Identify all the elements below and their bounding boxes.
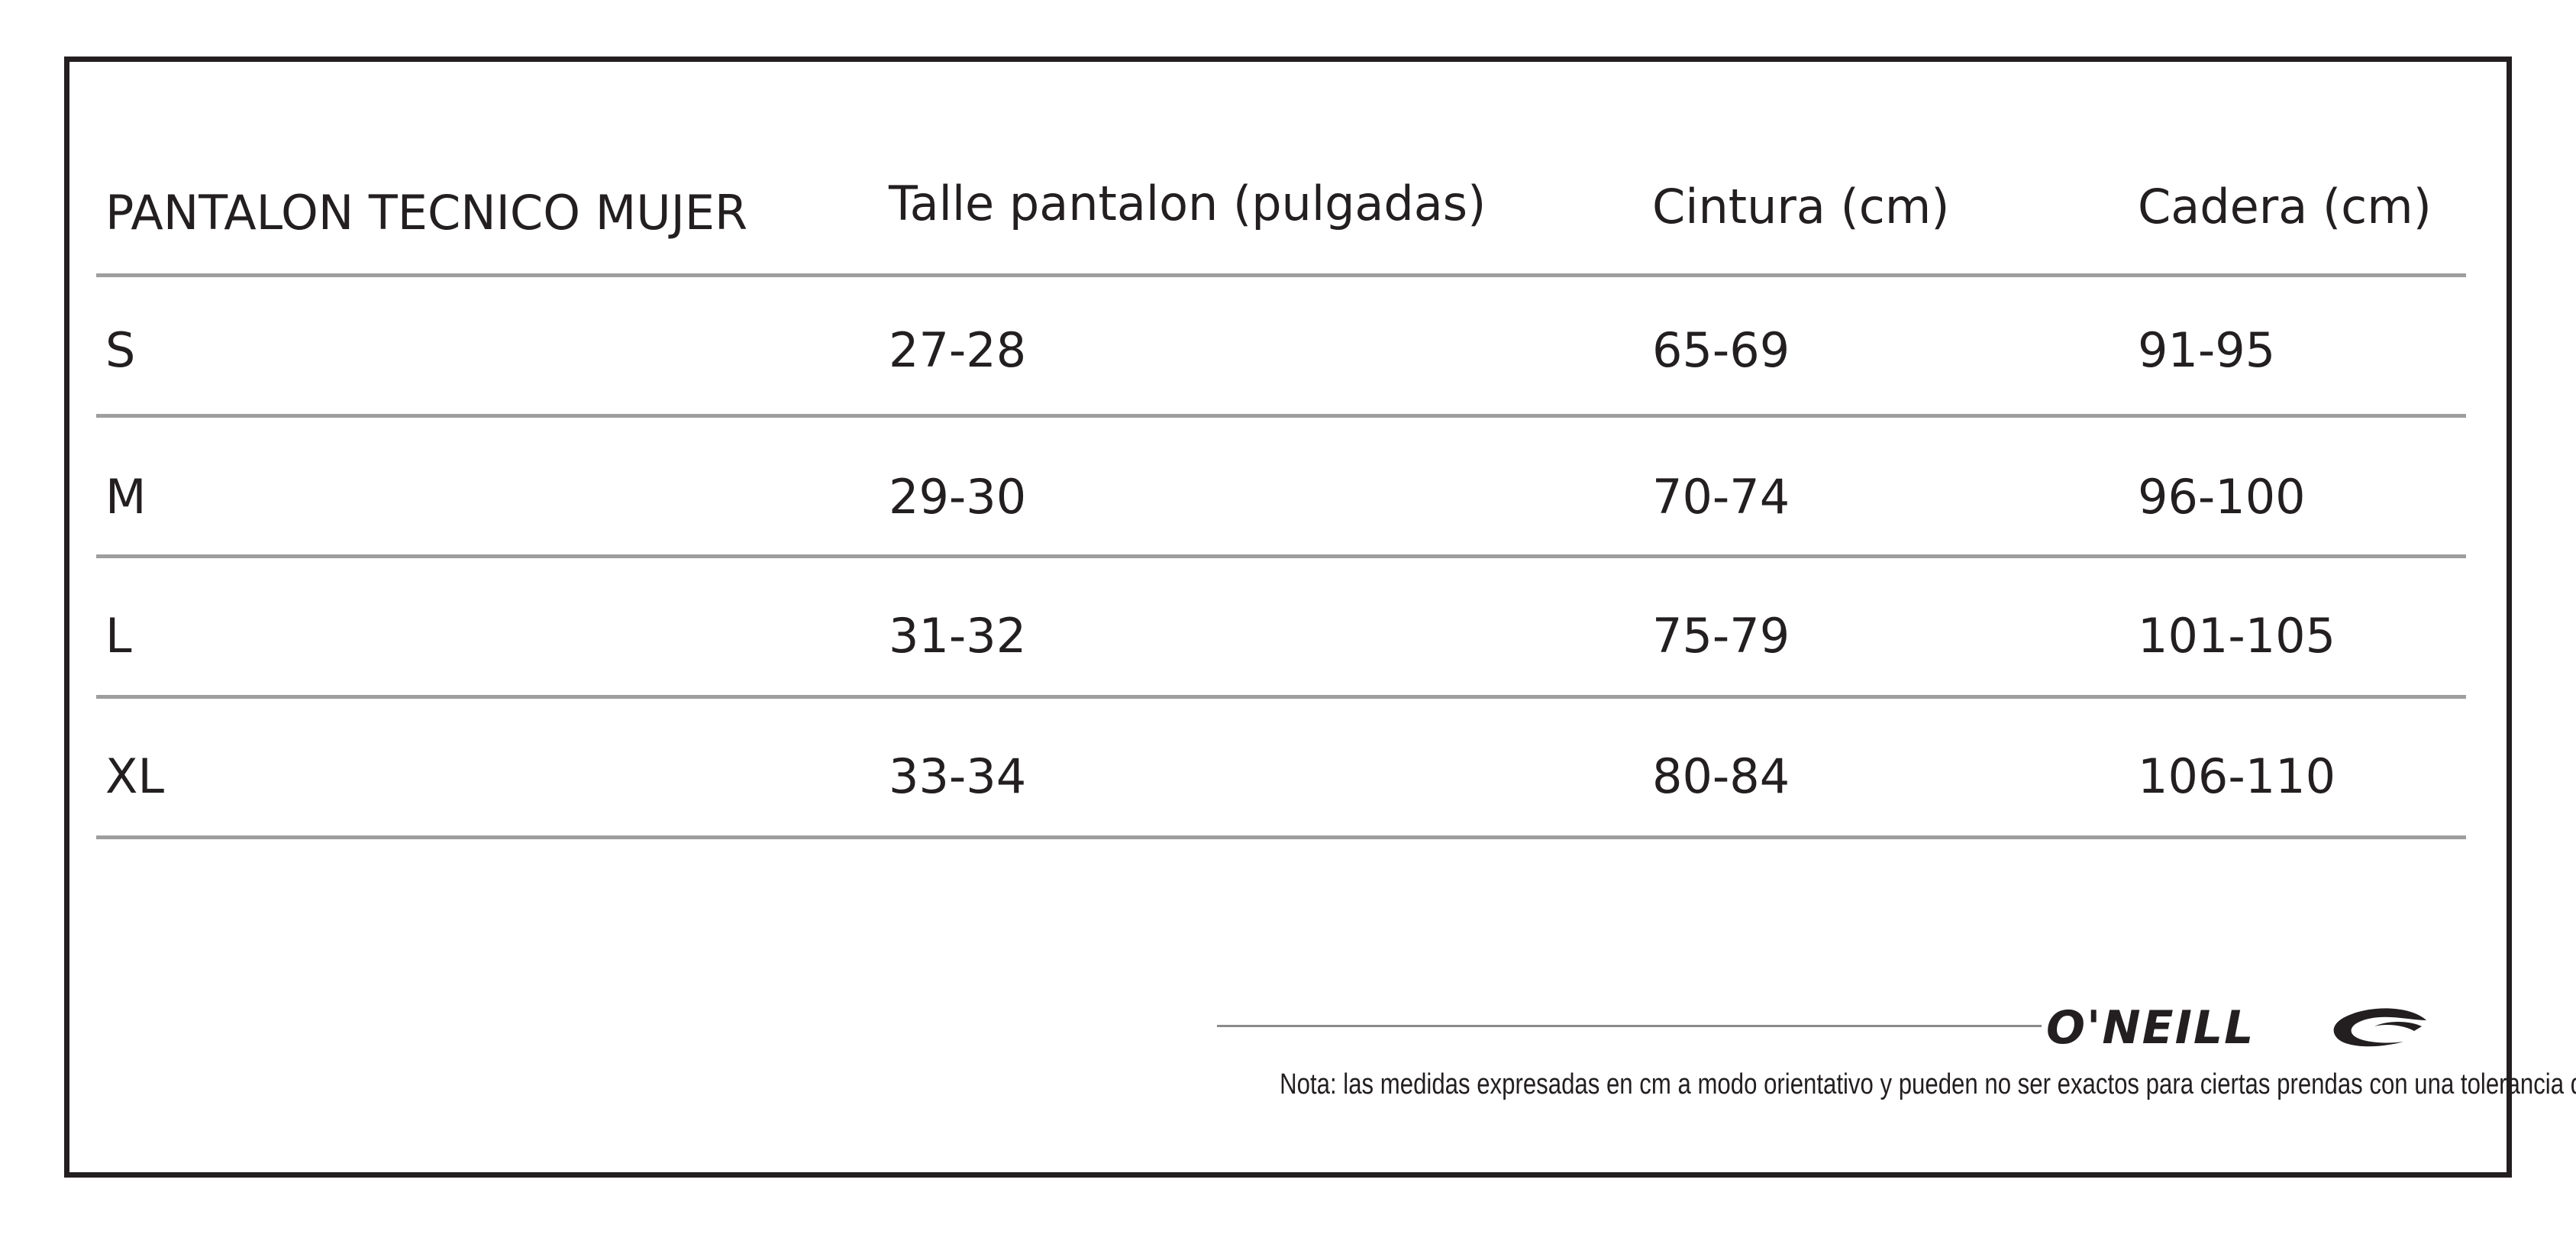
row-s-pant-size: 27-28 bbox=[889, 322, 1027, 378]
row-l-pant-size: 31-32 bbox=[889, 608, 1027, 664]
oneill-wave-logo-icon bbox=[2333, 1008, 2426, 1047]
row-l-hip: 101-105 bbox=[2138, 608, 2336, 664]
footer-rule bbox=[1217, 1025, 2042, 1027]
header-divider bbox=[96, 273, 2466, 277]
row-m-size: M bbox=[105, 469, 147, 525]
row-divider bbox=[96, 414, 2466, 418]
header-pant-size: Talle pantalon (pulgadas) bbox=[889, 176, 1487, 231]
row-l-waist: 75-79 bbox=[1652, 608, 1790, 664]
size-chart-frame bbox=[64, 57, 2512, 1178]
row-xl-waist: 80-84 bbox=[1652, 748, 1790, 804]
row-m-pant-size: 29-30 bbox=[889, 469, 1027, 525]
brand-block: O'NEILL bbox=[2046, 997, 2428, 1058]
row-m-hip: 96-100 bbox=[2138, 469, 2306, 525]
row-s-hip: 91-95 bbox=[2138, 322, 2276, 378]
row-divider bbox=[96, 695, 2466, 699]
row-xl-hip: 106-110 bbox=[2138, 748, 2336, 804]
row-l-size: L bbox=[105, 608, 132, 664]
row-s-size: S bbox=[105, 322, 136, 378]
row-s-waist: 65-69 bbox=[1652, 322, 1790, 378]
header-hip: Cadera (cm) bbox=[2138, 179, 2432, 234]
header-product-name: PANTALON TECNICO MUJER bbox=[105, 185, 748, 241]
table-bottom-divider bbox=[96, 835, 2466, 839]
row-xl-pant-size: 33-34 bbox=[889, 748, 1027, 804]
row-xl-size: XL bbox=[105, 748, 165, 804]
row-m-waist: 70-74 bbox=[1652, 469, 1790, 525]
header-waist: Cintura (cm) bbox=[1652, 179, 1950, 234]
disclaimer-note: Nota: las medidas expresadas en cm a mod… bbox=[1280, 1068, 2576, 1100]
brand-name: O'NEILL bbox=[2046, 1001, 2255, 1055]
row-divider bbox=[96, 554, 2466, 558]
